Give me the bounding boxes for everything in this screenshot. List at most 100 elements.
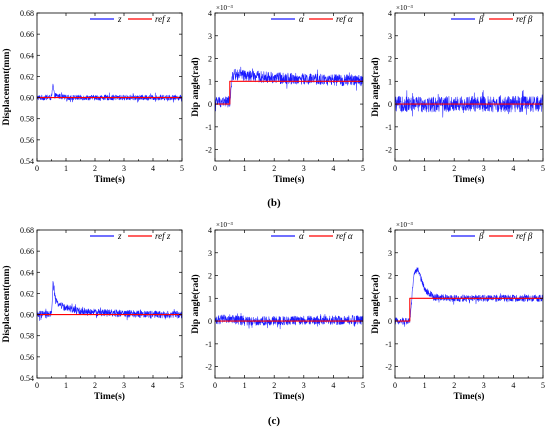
y-tick-label: 2 — [388, 55, 392, 64]
y-tick-label: 0.68 — [20, 9, 34, 18]
x-tick-label: 0 — [213, 164, 217, 173]
x-axis-title: Time(s) — [454, 391, 485, 402]
y-tick-label: 0.68 — [20, 226, 34, 235]
legend-label-reference: ref z — [155, 14, 171, 24]
y-axis-title: Displacement(mm) — [1, 48, 12, 125]
y-axis-title: Dip angle(rad) — [370, 274, 381, 333]
y-tick-label: 0 — [208, 317, 212, 326]
legend-label-reference: ref β — [516, 14, 533, 24]
y-tick-label: 0.60 — [20, 94, 34, 103]
y-tick-label: 0.54 — [20, 374, 34, 383]
y-tick-label: 3 — [388, 32, 392, 41]
y-tick-label: 0.54 — [20, 157, 34, 166]
chart-panel-1: 0 1 2 3 4 5 0.54 0.56 0.58 0.60 0.62 0.64 0.66 0.68 Ti… — [1, 9, 184, 185]
y-tick-label: -2 — [385, 146, 392, 155]
series-group — [215, 312, 363, 330]
y-tick-label: 1 — [388, 77, 392, 86]
x-tick-label: 5 — [180, 164, 184, 173]
y-tick-label: 0.64 — [20, 268, 34, 277]
plot-frame — [214, 229, 364, 379]
y-tick-label: 1 — [208, 77, 212, 86]
x-tick-label: 2 — [452, 381, 456, 390]
x-tick-label: 5 — [361, 381, 365, 390]
x-tick-label: 1 — [243, 381, 247, 390]
x-tick-label: 2 — [272, 164, 276, 173]
x-tick-label: 4 — [151, 164, 155, 173]
y-tick-label: 4 — [388, 9, 392, 18]
plot-frame — [36, 12, 183, 162]
series-line-β — [395, 89, 543, 118]
y-tick-label: 0.66 — [20, 247, 34, 256]
y-tick-label: 0.56 — [20, 136, 34, 145]
x-tick-label: 0 — [213, 381, 217, 390]
y-tick-label: 2 — [208, 55, 212, 64]
y-tick-label: 0.58 — [20, 115, 34, 124]
y-tick-label: 0.62 — [20, 289, 34, 298]
chart-panel-3: 0 1 2 3 4 5 -2 -1 0 1 2 3 4 ×10⁻³ Time(s) Dip angle(rad… — [370, 4, 545, 185]
legend-label-reference: ref α — [336, 231, 353, 241]
caption-c: (c) — [268, 415, 281, 427]
y-tick-label: 3 — [208, 32, 212, 41]
legend-label-reference: ref β — [516, 231, 533, 241]
series-line-α — [215, 312, 363, 330]
legend-label-reference: ref z — [155, 231, 171, 241]
y-tick-label: 3 — [208, 249, 212, 258]
y-tick-label: 0 — [388, 317, 392, 326]
y-axis-title: Dip angle(rad) — [190, 57, 201, 116]
y-tick-label: 3 — [388, 249, 392, 258]
y-axis-title: Dip angle(rad) — [190, 274, 201, 333]
y-exponent-label: ×10⁻³ — [396, 221, 413, 229]
x-tick-label: 3 — [302, 381, 306, 390]
y-tick-label: 1 — [388, 294, 392, 303]
x-tick-label: 3 — [482, 164, 486, 173]
chart-panel-5: 0 1 2 3 4 5 -2 -1 0 1 2 3 4 ×10⁻³ Time(s) Dip angle(rad… — [190, 221, 365, 402]
y-tick-label: -2 — [385, 363, 392, 372]
series-line-β — [395, 267, 543, 327]
legend-label-reference: ref α — [336, 14, 353, 24]
series-line-ref-β — [395, 297, 543, 322]
chart-panel-4: 0 1 2 3 4 5 0.54 0.56 0.58 0.60 0.62 0.64 0.66 0.68 Ti… — [1, 226, 184, 402]
y-tick-label: -2 — [205, 363, 212, 372]
y-tick-label: 0.64 — [20, 51, 34, 60]
x-tick-label: 3 — [122, 381, 126, 390]
chart-panel-2: 0 1 2 3 4 5 -2 -1 0 1 2 3 4 ×10⁻³ Time(s) Dip angle(rad… — [190, 4, 365, 185]
caption-b: (b) — [267, 197, 281, 209]
x-tick-label: 4 — [151, 381, 155, 390]
x-tick-label: 2 — [452, 164, 456, 173]
y-tick-label: -2 — [205, 146, 212, 155]
legend-label-measured: β — [478, 14, 484, 24]
x-tick-label: 1 — [64, 164, 68, 173]
legend-label-measured: α — [299, 231, 304, 241]
legend-label-measured: z — [117, 231, 122, 241]
y-axis-title: Displacement(mm) — [1, 265, 12, 342]
x-axis-title: Time(s) — [454, 174, 485, 185]
panels: 0 1 2 3 4 5 0.54 0.56 0.58 0.60 0.62 0.64 0.66 0.68 Ti… — [1, 4, 545, 402]
legend-label-measured: β — [478, 231, 484, 241]
y-tick-label: 0.60 — [20, 311, 34, 320]
y-tick-label: 0.58 — [20, 332, 34, 341]
series-line-z — [37, 281, 182, 321]
y-tick-label: 0.66 — [20, 30, 34, 39]
y-tick-label: -1 — [385, 340, 392, 349]
chart-panel-6: 0 1 2 3 4 5 -2 -1 0 1 2 3 4 ×10⁻³ Time(s) Dip angle(rad… — [370, 221, 545, 402]
x-tick-label: 2 — [272, 381, 276, 390]
x-tick-label: 2 — [93, 381, 97, 390]
y-tick-label: 2 — [388, 272, 392, 281]
y-tick-label: -1 — [205, 340, 212, 349]
x-tick-label: 0 — [35, 164, 39, 173]
x-tick-label: 5 — [541, 164, 545, 173]
y-tick-label: 2 — [208, 272, 212, 281]
x-axis-title: Time(s) — [274, 391, 305, 402]
x-tick-label: 1 — [243, 164, 247, 173]
x-tick-label: 0 — [393, 381, 397, 390]
x-tick-label: 4 — [511, 164, 515, 173]
y-tick-label: 0 — [208, 100, 212, 109]
y-tick-label: 4 — [208, 226, 212, 235]
x-tick-label: 3 — [302, 164, 306, 173]
y-tick-label: -1 — [205, 123, 212, 132]
x-axis-title: Time(s) — [274, 174, 305, 185]
series-group — [215, 66, 363, 112]
series-group — [37, 83, 182, 103]
series-line-ref-α — [215, 80, 363, 105]
x-tick-label: 3 — [122, 164, 126, 173]
